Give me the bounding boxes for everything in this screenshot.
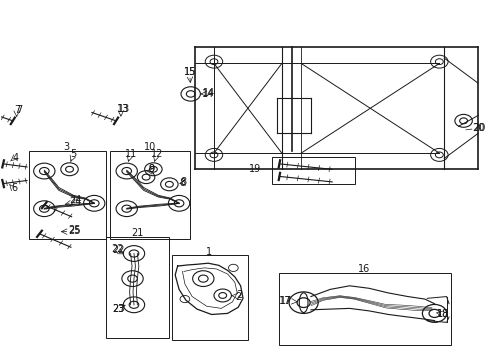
Text: 3: 3: [63, 142, 69, 152]
Text: 2: 2: [235, 292, 241, 302]
Text: 15: 15: [183, 67, 196, 77]
Text: 24: 24: [69, 195, 82, 206]
Bar: [171, 255, 247, 339]
Text: 17: 17: [279, 296, 291, 306]
Text: 7: 7: [14, 105, 20, 115]
Text: 18: 18: [436, 310, 448, 319]
Text: 25: 25: [68, 225, 81, 235]
Text: 17: 17: [280, 296, 292, 306]
Text: 8: 8: [180, 177, 185, 187]
Text: 20: 20: [472, 123, 485, 133]
Text: 20: 20: [471, 123, 483, 133]
Bar: [279, 273, 450, 345]
Text: 18: 18: [436, 309, 448, 319]
Text: 6: 6: [11, 183, 17, 193]
Text: 13: 13: [117, 104, 129, 114]
Text: 13: 13: [118, 104, 130, 114]
Text: 14: 14: [202, 89, 214, 99]
Text: 21: 21: [131, 228, 144, 238]
Text: 11: 11: [124, 149, 137, 159]
Text: 4: 4: [12, 153, 18, 163]
Text: 12: 12: [150, 149, 163, 159]
Text: 22: 22: [112, 244, 124, 254]
Text: 16: 16: [357, 264, 369, 274]
Text: 9: 9: [147, 164, 154, 174]
Text: 5: 5: [70, 149, 76, 159]
Text: 25: 25: [68, 226, 81, 236]
Text: 24: 24: [69, 197, 82, 207]
Text: 2: 2: [236, 291, 242, 301]
Text: 23: 23: [112, 304, 124, 314]
Text: 1: 1: [205, 247, 212, 257]
Text: 7: 7: [16, 105, 22, 115]
Text: 19: 19: [249, 164, 261, 174]
Text: 14: 14: [203, 88, 215, 98]
Text: 9: 9: [147, 163, 154, 174]
Text: 8: 8: [179, 177, 185, 188]
Bar: [106, 237, 169, 338]
Text: 23: 23: [112, 304, 124, 314]
Bar: [29, 151, 106, 239]
Bar: [272, 157, 354, 184]
Bar: [109, 151, 189, 239]
Text: 10: 10: [143, 142, 156, 152]
Text: 22: 22: [112, 245, 124, 255]
Text: 15: 15: [183, 67, 196, 77]
